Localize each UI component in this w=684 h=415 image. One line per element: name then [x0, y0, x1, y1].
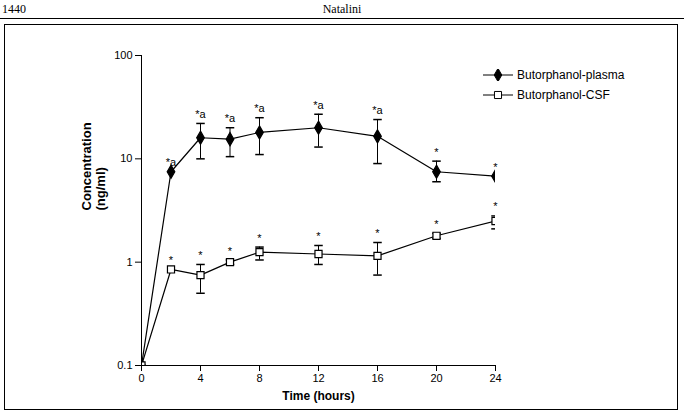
svg-text:*a: *a	[166, 156, 177, 168]
svg-text:*: *	[316, 230, 321, 242]
svg-text:1: 1	[126, 256, 132, 268]
svg-text:*: *	[257, 232, 262, 244]
html-text:Butorphanol-plasma: Butorphanol-plasma	[517, 68, 625, 82]
svg-text:0.1: 0.1	[117, 359, 132, 371]
svg-text:Time (hours): Time (hours)	[282, 389, 354, 403]
html-text:Butorphanol-CSF: Butorphanol-CSF	[517, 88, 610, 102]
svg-text:*: *	[228, 244, 233, 256]
svg-text:*a: *a	[313, 99, 324, 111]
svg-text:24: 24	[489, 372, 501, 384]
svg-text:*a: *a	[372, 104, 383, 116]
svg-text:0: 0	[138, 372, 144, 384]
svg-text:10: 10	[120, 152, 132, 164]
svg-text:*: *	[169, 254, 174, 266]
svg-text:16: 16	[371, 372, 383, 384]
svg-text:Concentration(ng/ml): Concentration(ng/ml)	[79, 122, 108, 210]
svg-text:*: *	[434, 146, 439, 158]
svg-text:4: 4	[197, 372, 203, 384]
svg-text:100: 100	[114, 49, 132, 61]
svg-text:8: 8	[256, 372, 262, 384]
svg-text:*a: *a	[254, 102, 265, 114]
html-text:Natalini: Natalini	[322, 2, 362, 16]
svg-text:*a: *a	[225, 112, 236, 124]
svg-text:*: *	[434, 218, 439, 230]
svg-text:*: *	[198, 249, 203, 261]
svg-text:12: 12	[312, 372, 324, 384]
svg-text:*a: *a	[195, 108, 206, 120]
html-text:1440: 1440	[2, 2, 26, 16]
svg-text:*: *	[493, 200, 498, 212]
svg-text:20: 20	[430, 372, 442, 384]
svg-text:*: *	[375, 227, 380, 239]
svg-text:*: *	[493, 161, 498, 173]
